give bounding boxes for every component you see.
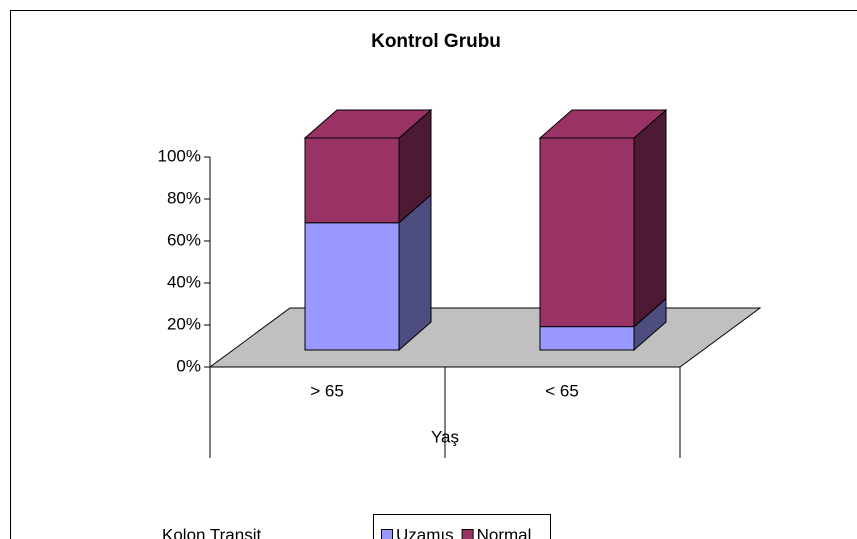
y-tick-label: 40% [167,272,201,291]
y-tick-label: 100% [158,146,201,165]
bar-top [303,109,433,139]
chart-title: Kontrol Grubu [371,31,501,52]
y-tick-label: 80% [167,188,201,207]
bar-top [538,109,668,139]
bar-segment [304,193,432,352]
y-tick-label: 0% [176,356,201,375]
bar-segment [303,108,433,224]
bar-front [539,137,635,328]
floor [208,307,762,368]
bar-front [304,222,400,351]
y-tick-label: 20% [167,314,201,333]
legend-title: Kolon Transit [162,525,261,539]
bar-front [304,137,400,224]
bar-segment [538,108,668,328]
x-tick-label: > 65 [310,381,344,400]
x-axis-title: Yaş [431,427,459,446]
x-tick-label: < 65 [545,381,579,400]
legend-label: Uzamış [396,525,454,539]
legend-swatch [381,529,393,539]
bar-front [539,326,635,351]
bar-side [633,108,667,328]
legend-swatch [461,529,474,539]
legend-label: Normal [477,525,532,539]
chart-frame [10,10,857,539]
y-tick-label: 60% [167,230,201,249]
